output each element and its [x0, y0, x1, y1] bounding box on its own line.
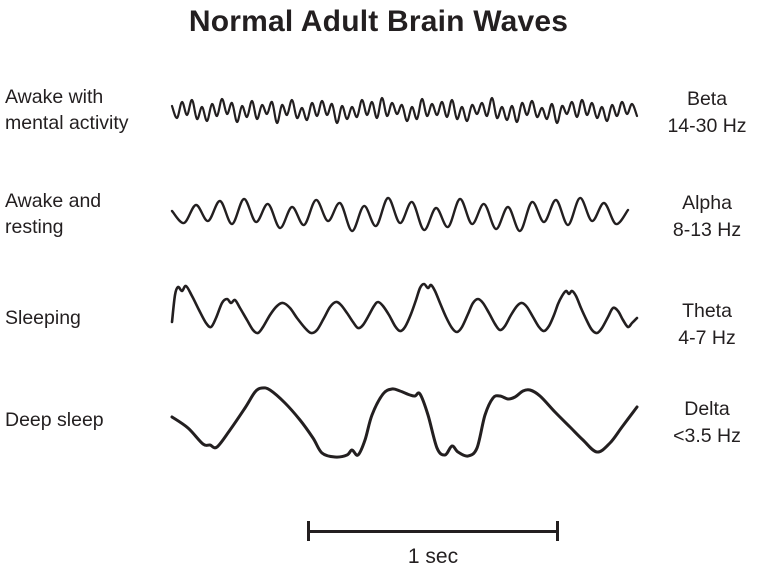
- state-label-line: Sleeping: [5, 307, 81, 329]
- wave-name: Beta: [686, 88, 728, 110]
- wave-frequency: 8-13 Hz: [672, 219, 742, 241]
- time-scale-bar: [307, 521, 559, 541]
- beta-wave-plot: [170, 96, 639, 125]
- state-label-line: Awake and: [5, 190, 102, 212]
- alpha-wave-plot: [170, 196, 630, 233]
- delta-wave-trace: [170, 386, 639, 459]
- state-label-sleeping: Sleeping: [5, 305, 81, 331]
- wave-name: Alpha: [682, 192, 732, 214]
- wave-name: Theta: [682, 300, 732, 322]
- scale-bar-line: [307, 530, 559, 533]
- state-label-line: resting: [5, 216, 64, 238]
- wave-frequency: 14-30 Hz: [667, 115, 747, 137]
- wave-frequency: <3.5 Hz: [673, 425, 741, 447]
- freq-label-beta: Beta 14-30 Hz: [656, 86, 757, 140]
- beta-wave-trace: [170, 96, 639, 125]
- theta-wave-trace: [170, 282, 639, 335]
- state-label-awake-mental: Awake with mental activity: [5, 84, 129, 136]
- wave-frequency: 4-7 Hz: [678, 327, 736, 349]
- scale-bar-label: 1 sec: [407, 545, 459, 568]
- theta-wave-plot: [170, 282, 639, 335]
- wave-name: Delta: [684, 398, 730, 420]
- page-title: Normal Adult Brain Waves: [188, 5, 569, 38]
- state-label-deep-sleep: Deep sleep: [5, 407, 104, 433]
- freq-label-theta: Theta 4-7 Hz: [656, 298, 757, 352]
- delta-wave-plot: [170, 386, 639, 459]
- state-label-awake-resting: Awake and resting: [5, 188, 101, 240]
- state-label-line: Awake with: [5, 86, 104, 108]
- state-label-line: mental activity: [5, 112, 129, 134]
- state-label-line: Deep sleep: [5, 409, 104, 431]
- alpha-wave-trace: [170, 196, 630, 233]
- scale-bar-right-tick: [556, 521, 559, 541]
- freq-label-alpha: Alpha 8-13 Hz: [656, 190, 757, 244]
- freq-label-delta: Delta <3.5 Hz: [656, 396, 757, 450]
